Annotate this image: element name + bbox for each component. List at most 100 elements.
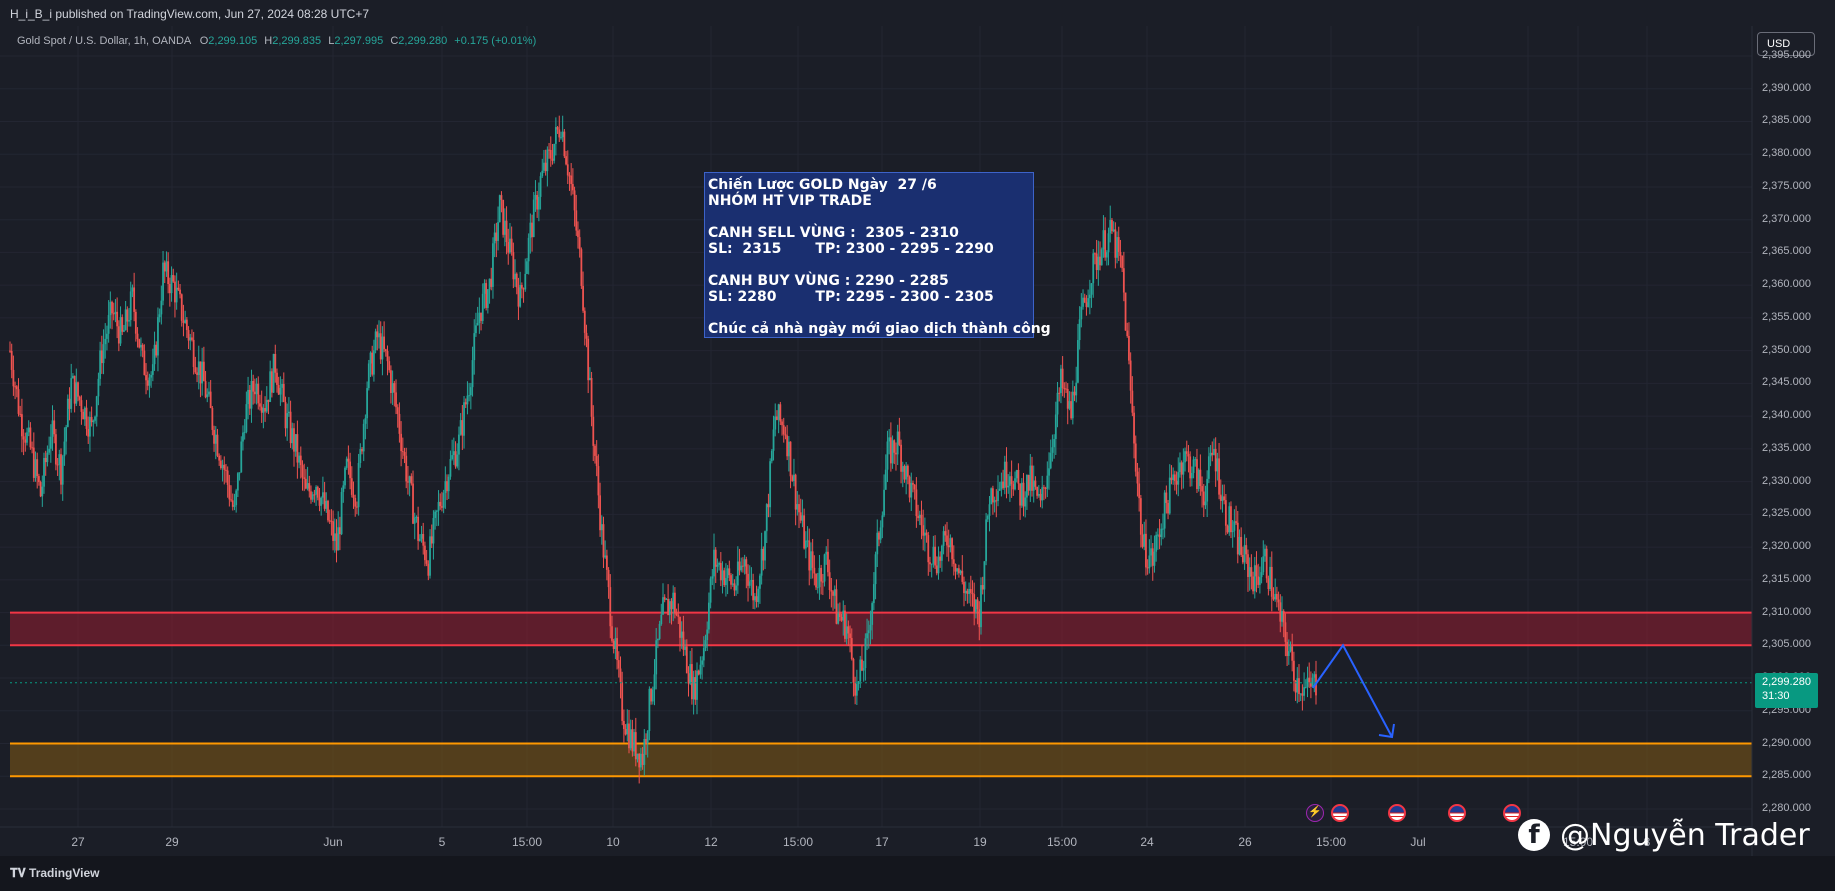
candle-body — [68, 398, 71, 409]
candle-body — [89, 417, 91, 437]
candle-body — [1240, 536, 1243, 556]
candle-body — [1095, 253, 1098, 271]
projection-path[interactable] — [1312, 643, 1393, 738]
candle-body — [519, 284, 522, 307]
change-value: +0.175 (+0.01%) — [454, 35, 537, 47]
candle-body — [390, 370, 392, 393]
candle-body — [833, 589, 836, 596]
candle-body — [850, 638, 853, 659]
candle-body — [228, 484, 231, 500]
candle-body — [1216, 458, 1219, 472]
us-flag-icon[interactable] — [1448, 804, 1466, 822]
candle-body — [816, 587, 819, 589]
strategy-annotation[interactable]: Chiến Lược GOLD Ngày 27 /6 NHÓM HT VIP T… — [704, 172, 1051, 338]
us-flag-icon[interactable] — [1331, 804, 1349, 822]
lightning-icon[interactable]: ⚡ — [1306, 804, 1324, 822]
candle-body — [1235, 521, 1237, 523]
candle-body — [976, 599, 979, 610]
candle-body — [881, 515, 884, 528]
time-tick-label: 8 — [1643, 835, 1651, 849]
candle-body — [1148, 555, 1151, 569]
candle-body — [582, 285, 584, 311]
candle-body — [857, 681, 860, 685]
candle-body — [282, 383, 285, 402]
candle-body — [29, 427, 32, 448]
candle-body — [810, 551, 812, 571]
candle-body — [1014, 478, 1016, 490]
candle-body — [497, 222, 499, 241]
candle-body — [393, 383, 396, 393]
candle-body — [753, 596, 756, 601]
candle-body — [838, 613, 841, 618]
price-tick-label: 2,330.000 — [1762, 474, 1811, 487]
price-tick-label: 2,325.000 — [1762, 507, 1811, 520]
candle-body — [483, 283, 486, 294]
candle-body — [891, 440, 894, 464]
candle-body — [1172, 474, 1175, 481]
us-flag-icon[interactable] — [1388, 804, 1406, 822]
candle-body — [15, 386, 18, 390]
time-tick-label: Jul — [1410, 835, 1426, 849]
candle-body — [486, 289, 489, 308]
candle-body — [257, 383, 260, 404]
candle-body — [1094, 253, 1096, 255]
projection-arrowhead — [1378, 723, 1395, 739]
candle-body — [767, 504, 770, 508]
candle-body — [1252, 576, 1254, 592]
candle-body — [517, 287, 520, 307]
candle-body — [327, 500, 329, 521]
candle-body — [776, 416, 778, 420]
candle-body — [75, 382, 78, 404]
candle-body — [1104, 230, 1107, 258]
candle-body — [1269, 566, 1271, 589]
candle-body — [719, 562, 722, 581]
candle-body — [19, 413, 22, 415]
candle-body — [1126, 330, 1129, 337]
candle-body — [420, 533, 423, 539]
candle-body — [298, 455, 300, 463]
candle-body — [784, 434, 787, 436]
candle-body — [97, 378, 100, 397]
price-tick-label: 2,360.000 — [1762, 278, 1811, 291]
buy-zone[interactable] — [10, 743, 1752, 777]
candle-body — [884, 469, 887, 490]
candle-body — [73, 375, 76, 404]
candle-body — [104, 338, 107, 345]
currency-button[interactable]: USD — [1757, 32, 1815, 56]
candle-body — [1243, 545, 1246, 563]
us-flag-icon[interactable] — [1503, 804, 1521, 822]
candle-body — [910, 482, 913, 498]
candle-body — [451, 455, 454, 460]
candle-body — [872, 584, 875, 604]
candle-body — [760, 548, 763, 576]
candle-body — [294, 434, 297, 452]
price-tick-label: 2,340.000 — [1762, 409, 1811, 422]
symbol-title[interactable]: Gold Spot / U.S. Dollar, 1h, OANDA — [17, 35, 191, 47]
candle-body — [408, 476, 411, 483]
candle-body — [61, 456, 64, 485]
price-tick-label: 2,375.000 — [1762, 179, 1811, 192]
candle-body — [41, 486, 44, 497]
candle-body — [799, 512, 802, 521]
time-tick-label: 19 — [973, 835, 987, 849]
candle-body — [456, 454, 459, 467]
candle-body — [1289, 646, 1292, 652]
candle-body — [495, 232, 498, 241]
candle-body — [1056, 392, 1059, 415]
candle-body — [182, 320, 185, 323]
candle-body — [1020, 482, 1023, 506]
high-label: H — [264, 35, 273, 47]
candle-body — [265, 399, 268, 412]
tradingview-logo[interactable]: 𝐓𝐕 TradingView — [10, 866, 100, 881]
sell-zone[interactable] — [10, 612, 1752, 646]
candle-body — [286, 413, 289, 429]
candle-body — [1092, 253, 1095, 284]
candle-body — [1128, 336, 1130, 361]
candle-body — [1088, 294, 1091, 299]
candle-body — [1262, 556, 1265, 573]
candle-body — [1073, 391, 1076, 396]
candle-body — [1165, 492, 1168, 503]
candle-body — [697, 670, 700, 675]
candle-body — [204, 381, 207, 398]
